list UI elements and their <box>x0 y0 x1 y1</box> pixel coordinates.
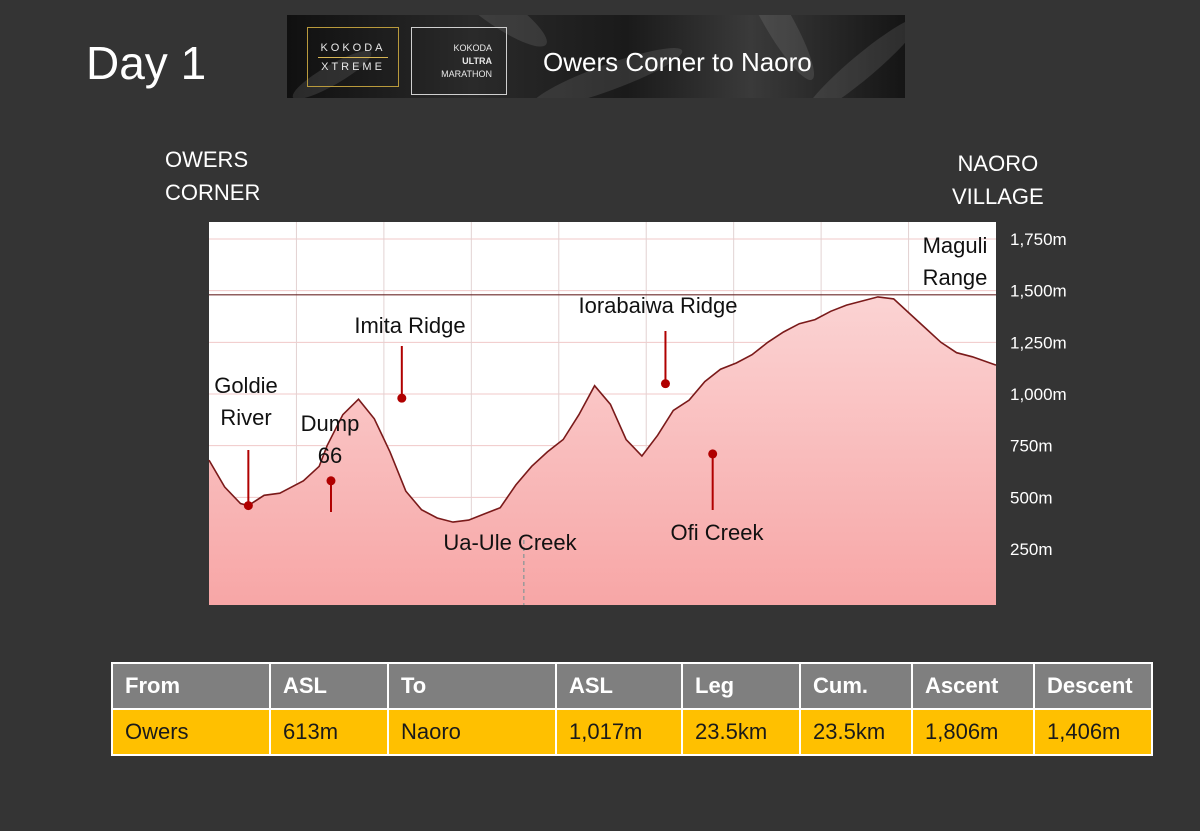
y-tick-label-0: 250m <box>1010 540 1053 559</box>
point-label-ofi-creek: Ofi Creek <box>671 520 765 545</box>
header-to: To <box>387 662 557 710</box>
logo2-line3: MARATHON <box>441 68 492 79</box>
cell-descent: 1,406m <box>1033 708 1153 756</box>
elevation-area <box>209 296 996 605</box>
y-tick-label-3: 1,000m <box>1010 385 1067 404</box>
start-label-line2: CORNER <box>165 180 261 205</box>
logo2-line2: ULTRA <box>462 55 492 66</box>
start-label-line1: OWERS <box>165 147 249 172</box>
point-label-goldie-river-1: River <box>220 405 271 430</box>
banner-title: Owers Corner to Naoro <box>543 47 812 77</box>
y-tick-label-1: 500m <box>1010 488 1053 507</box>
logo2-line1: KOKODA <box>453 42 492 53</box>
point-label-imita-ridge: Imita Ridge <box>354 313 465 338</box>
y-tick-label-2: 750m <box>1010 437 1053 456</box>
marker-iorabaiwa-ridge <box>660 379 670 389</box>
y-tick-label-4: 1,250m <box>1010 333 1067 352</box>
header-from: From <box>111 662 271 710</box>
banner: KOKODA XTREME KOKODA ULTRA MARATHON Ower… <box>287 15 905 98</box>
marker-dump-66 <box>326 476 336 486</box>
cell-leg: 23.5km <box>681 708 801 756</box>
end-label-line2: VILLAGE <box>952 184 1044 209</box>
header-ascent: Ascent <box>911 662 1035 710</box>
marker-imita-ridge <box>397 393 407 403</box>
point-label-ua-ule-creek: Ua-Ule Creek <box>443 530 577 555</box>
point-label-dump-66-0: Dump <box>301 411 360 436</box>
point-label-maguli-range-0: Maguli <box>923 233 988 258</box>
page-title: Day 1 <box>86 37 207 89</box>
stage-table: From ASL To ASL Leg Cum. Ascent Descent … <box>111 662 1153 756</box>
table-header-row: From ASL To ASL Leg Cum. Ascent Descent <box>111 662 1153 710</box>
table-row: Owers 613m Naoro 1,017m 23.5km 23.5km 1,… <box>111 708 1153 756</box>
header-cum: Cum. <box>799 662 913 710</box>
cell-to-asl: 1,017m <box>555 708 683 756</box>
point-label-iorabaiwa-ridge: Iorabaiwa Ridge <box>579 293 738 318</box>
kokoda-ultra-marathon-logo: KOKODA ULTRA MARATHON <box>411 27 507 95</box>
point-label-goldie-river-0: Goldie <box>214 373 278 398</box>
kokoda-xtreme-logo: KOKODA XTREME <box>307 27 399 87</box>
header-descent: Descent <box>1033 662 1153 710</box>
logo1-line1: KOKODA <box>320 41 386 54</box>
y-tick-label-5: 1,500m <box>1010 282 1067 301</box>
marker-ofi-creek <box>708 449 718 459</box>
logo1-line2: XTREME <box>321 60 385 73</box>
elevation-line <box>208 296 997 523</box>
header-from-asl: ASL <box>269 662 389 710</box>
header-to-asl: ASL <box>555 662 683 710</box>
marker-goldie-river <box>243 501 253 511</box>
cell-from: Owers <box>111 708 271 756</box>
cell-from-asl: 613m <box>269 708 389 756</box>
point-label-dump-66-1: 66 <box>318 443 342 468</box>
cell-cum: 23.5km <box>799 708 913 756</box>
cell-ascent: 1,806m <box>911 708 1035 756</box>
point-label-maguli-range-1: Range <box>923 265 988 290</box>
end-location-label: NAORO VILLAGE <box>952 147 1044 213</box>
end-label-line1: NAORO <box>957 151 1039 176</box>
header-leg: Leg <box>681 662 801 710</box>
cell-to: Naoro <box>387 708 557 756</box>
start-location-label: OWERS CORNER <box>165 143 260 209</box>
y-tick-label-6: 1,750m <box>1010 230 1067 249</box>
elevation-chart: 250m 500m 750m 1,000m 1,250m 1,500m 1,750m Gold… <box>208 222 1067 605</box>
